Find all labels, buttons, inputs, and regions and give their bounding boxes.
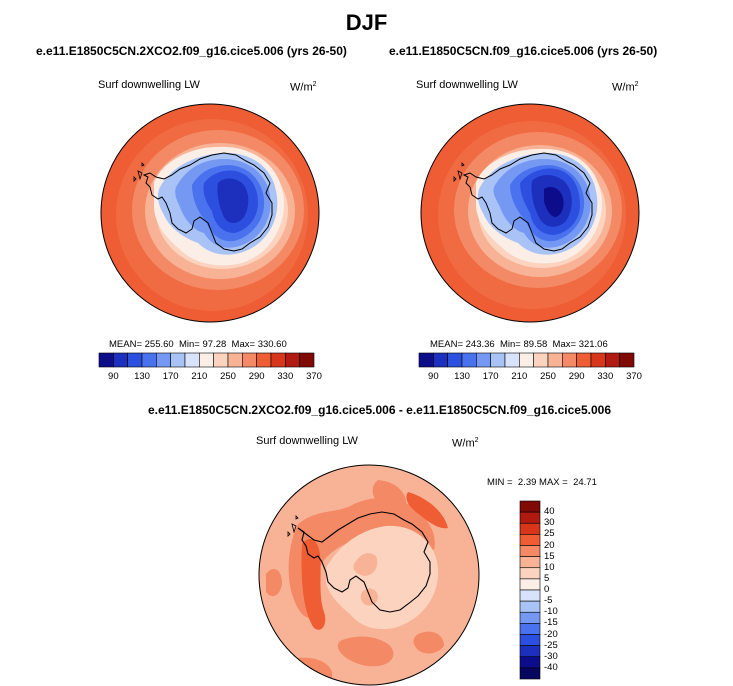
diff-colorbar <box>519 500 541 680</box>
colorbar-swatch <box>519 522 541 535</box>
colorbar-swatch <box>213 352 229 368</box>
panel-1-variable-label: Surf downwelling LW <box>98 79 200 91</box>
panel-1-map <box>100 103 320 323</box>
colorbar-swatch <box>476 352 491 368</box>
colorbar-swatch <box>242 352 257 368</box>
panel-1-colorbar <box>98 352 315 368</box>
colorbar-tick-label: 370 <box>306 371 322 382</box>
colorbar-tick-label: 0 <box>544 584 550 595</box>
panel-1-stats: MEAN= 255.60 Min= 97.28 Max= 330.60 <box>109 339 287 350</box>
colorbar-swatch <box>490 352 506 368</box>
panel-2-units: W/m2 <box>612 81 639 94</box>
colorbar-swatch <box>270 352 286 368</box>
colorbar-swatch <box>605 352 620 368</box>
panel-2-colorbar <box>418 352 635 368</box>
colorbar-swatch <box>418 352 434 368</box>
colorbar-swatch <box>170 352 186 368</box>
colorbar-swatch <box>547 352 563 368</box>
colorbar-tick-label: -20 <box>544 628 558 640</box>
colorbar-swatch <box>184 352 200 368</box>
colorbar-swatch <box>519 511 541 524</box>
colorbar-tick-label: 10 <box>544 561 555 573</box>
diff-panel-units: W/m2 <box>452 437 479 450</box>
colorbar-swatch <box>519 589 541 602</box>
colorbar-swatch <box>156 352 171 368</box>
diff-panel-stats: MIN = 2.39 MAX = 24.71 <box>487 477 597 488</box>
colorbar-tick-label: 90 <box>108 371 119 382</box>
colorbar-tick-label: -40 <box>544 661 558 673</box>
colorbar-swatch <box>576 352 592 368</box>
colorbar-swatch <box>127 352 143 368</box>
colorbar-swatch <box>562 352 577 368</box>
colorbar-tick-label: 210 <box>191 371 208 382</box>
colorbar-swatch <box>519 556 541 569</box>
colorbar-tick-label: 90 <box>428 371 439 382</box>
colorbar-swatch <box>433 352 448 368</box>
colorbar-tick-label: 330 <box>597 371 614 382</box>
colorbar-swatch <box>519 667 541 680</box>
colorbar-swatch <box>533 352 549 368</box>
panel-2-title: e.e11.E1850C5CN.f09_g16.cice5.006 (yrs 2… <box>389 44 658 58</box>
colorbar-swatch <box>504 352 520 368</box>
colorbar-swatch <box>519 578 541 591</box>
colorbar-swatch <box>519 545 541 557</box>
colorbar-tick-label: 130 <box>454 371 470 382</box>
diff-panel-title: e.e11.E1850C5CN.2XCO2.f09_g16.cice5.006 … <box>148 403 611 417</box>
colorbar-tick-label: 250 <box>220 371 236 382</box>
colorbar-swatch <box>199 352 214 368</box>
colorbar-swatch <box>141 352 157 368</box>
colorbar-tick-label: 20 <box>544 539 555 551</box>
page-title: DJF <box>345 10 388 35</box>
colorbar-tick-label: -30 <box>544 650 558 662</box>
colorbar-tick-label: 25 <box>544 528 555 540</box>
colorbar-swatch <box>299 352 315 368</box>
colorbar-swatch <box>447 352 463 368</box>
colorbar-swatch <box>519 352 534 368</box>
panel-1-title: e.e11.E1850C5CN.2XCO2.f09_g16.cice5.006 … <box>36 44 347 58</box>
colorbar-swatch <box>256 352 272 368</box>
colorbar-swatch <box>519 645 541 658</box>
colorbar-tick-label: 40 <box>544 506 555 518</box>
colorbar-tick-label: 370 <box>626 371 642 382</box>
colorbar-tick-label: 5 <box>544 572 550 584</box>
colorbar-tick-label: -5 <box>544 595 553 607</box>
colorbar-tick-label: 15 <box>544 550 555 562</box>
colorbar-swatch <box>519 634 541 646</box>
colorbar-swatch <box>519 623 541 635</box>
diff-panel-variable-label: Surf downwelling LW <box>256 435 358 447</box>
colorbar-swatch <box>519 656 541 669</box>
colorbar-swatch <box>519 600 541 613</box>
colorbar-tick-label: 330 <box>277 371 294 382</box>
colorbar-swatch <box>619 352 635 368</box>
colorbar-tick-label: 250 <box>540 371 556 382</box>
panel-2-colorbar-labels: 90 130 170 210 250 290 330 370 <box>419 371 642 385</box>
colorbar-tick-label: -25 <box>544 639 558 651</box>
colorbar-tick-label: 290 <box>568 371 585 382</box>
colorbar-tick-label: 210 <box>511 371 528 382</box>
panel-1-units: W/m2 <box>290 81 317 94</box>
colorbar-tick-label: 130 <box>134 371 150 382</box>
colorbar-swatch <box>519 567 541 580</box>
panel-2-stats: MEAN= 243.36 Min= 89.58 Max= 321.06 <box>430 339 608 350</box>
colorbar-tick-label: 170 <box>482 371 499 382</box>
colorbar-swatch <box>519 500 541 513</box>
colorbar-tick-label: 30 <box>544 517 555 529</box>
panel-2-variable-label: Surf downwelling LW <box>416 79 518 91</box>
panel-1-colorbar-labels: 90 130 170 210 250 290 330 370 <box>99 371 322 385</box>
panel-2-map <box>420 103 640 323</box>
colorbar-tick-label: 290 <box>248 371 265 382</box>
colorbar-swatch <box>227 352 243 368</box>
colorbar-swatch <box>461 352 477 368</box>
colorbar-swatch <box>519 611 541 624</box>
colorbar-swatch <box>519 534 541 546</box>
colorbar-swatch <box>285 352 300 368</box>
diff-colorbar-labels: 40 30 25 20 15 10 5 0 -5 -10 -15 -20 -25 -30 -40 <box>544 501 574 679</box>
colorbar-tick-label: 170 <box>162 371 179 382</box>
colorbar-tick-label: -10 <box>544 606 558 618</box>
colorbar-swatch <box>98 352 114 368</box>
colorbar-tick-label: -15 <box>544 617 558 629</box>
colorbar-swatch <box>590 352 606 368</box>
colorbar-swatch <box>113 352 128 368</box>
diff-panel-map <box>258 464 480 686</box>
